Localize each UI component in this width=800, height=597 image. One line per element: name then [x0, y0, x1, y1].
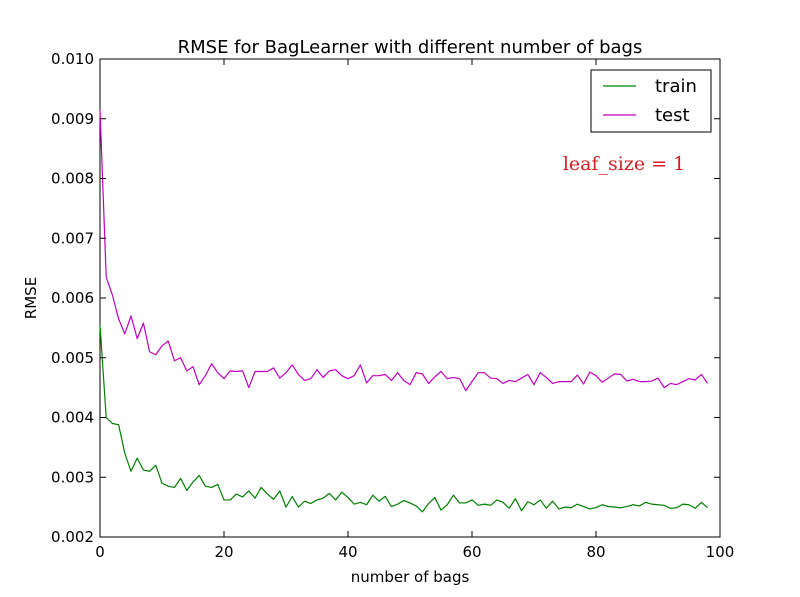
x-tick-label: 60 [462, 543, 481, 561]
x-tick-label: 80 [586, 543, 605, 561]
y-tick-label: 0.006 [51, 289, 94, 307]
ticks-layer: 0 20 40 60 80 100 0.002 0.003 0.004 0.005 0.006 0.0… [51, 50, 734, 561]
y-tick-label: 0.008 [51, 170, 94, 188]
x-tick-label: 40 [338, 543, 357, 561]
x-tick-label: 0 [95, 543, 105, 561]
legend-test-label: test [655, 105, 690, 126]
y-tick-label: 0.009 [51, 110, 94, 128]
y-tick-label: 0.010 [51, 50, 94, 68]
x-tick-label: 20 [214, 543, 233, 561]
legend-box [590, 69, 712, 133]
legend: train test [590, 69, 712, 133]
x-axis-label: number of bags [351, 568, 470, 586]
plot-area: 0 20 40 60 80 100 0.002 0.003 0.004 0.005 0.006 0.0… [51, 50, 734, 561]
y-tick-label: 0.004 [51, 409, 94, 427]
y-tick-label: 0.005 [51, 349, 94, 367]
legend-train-label: train [655, 76, 697, 97]
x-tick-label: 100 [706, 543, 735, 561]
series-layer [99, 109, 709, 513]
chart-title: RMSE for BagLearner with different numbe… [178, 37, 643, 58]
y-tick-label: 0.003 [51, 468, 94, 486]
y-tick-label: 0.002 [51, 528, 94, 546]
y-axis-label: RMSE [22, 277, 40, 319]
leaf-size-annotation: leaf_size = 1 [563, 153, 685, 175]
series-line-test [99, 109, 709, 392]
series-line-train [99, 324, 708, 513]
y-tick-label: 0.007 [51, 229, 94, 247]
